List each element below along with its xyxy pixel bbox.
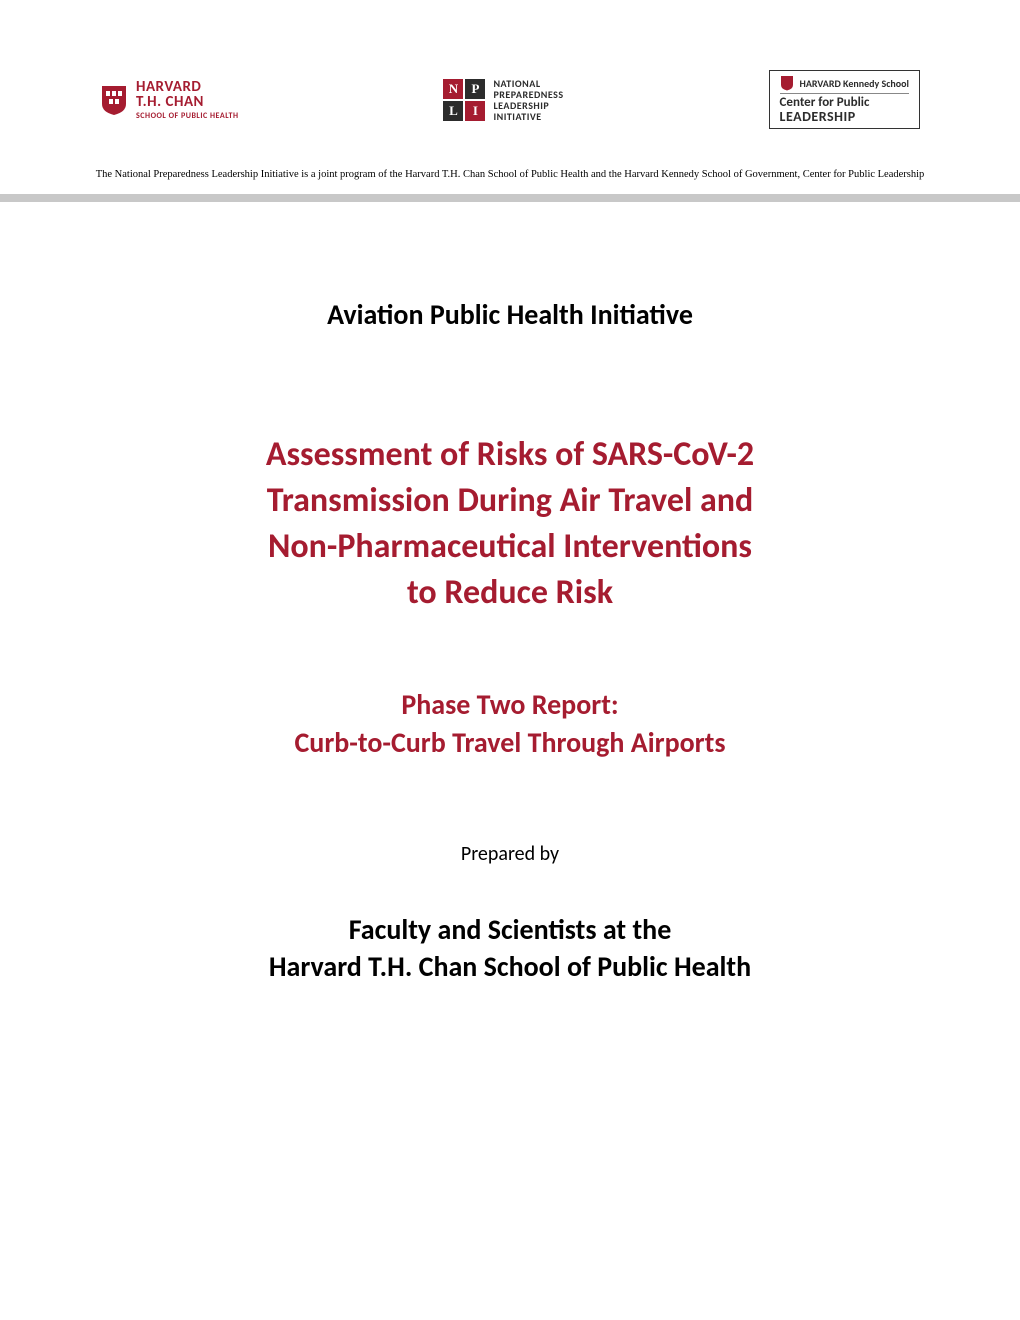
npli-grid-icon: N P L I xyxy=(443,79,485,121)
subtitle-line2: Curb-to-Curb Travel Through Airports xyxy=(100,724,920,762)
npli-n: N xyxy=(443,79,463,99)
npli-i: I xyxy=(465,101,485,121)
npli-text: NATIONAL PREPAREDNESS LEADERSHIP INITIAT… xyxy=(493,78,563,122)
subtitle-line1: Phase Two Report: xyxy=(100,686,920,724)
hks-line1: HARVARD Kennedy School xyxy=(800,77,909,90)
horizontal-divider xyxy=(0,194,1020,202)
main-title-line1: Assessment of Risks of SARS-CoV-2 xyxy=(100,432,920,478)
content-area: Aviation Public Health Initiative Assess… xyxy=(60,297,960,986)
disclaimer-text: The National Preparedness Leadership Ini… xyxy=(60,169,960,180)
npli-l: L xyxy=(443,101,463,121)
hks-shield-icon xyxy=(780,75,794,91)
main-title-line2: Transmission During Air Travel and xyxy=(100,478,920,524)
harvard-line2: T.H. CHAN xyxy=(136,95,239,110)
main-title-line4: to Reduce Risk xyxy=(100,570,920,616)
harvard-chan-logo: HARVARD T.H. CHAN SCHOOL OF PUBLIC HEALT… xyxy=(100,80,239,120)
logos-row: HARVARD T.H. CHAN SCHOOL OF PUBLIC HEALT… xyxy=(60,70,960,129)
npli-text-line4: INITIATIVE xyxy=(493,111,563,122)
hks-logo: HARVARD Kennedy School Center for Public… xyxy=(769,70,920,129)
harvard-line3: SCHOOL OF PUBLIC HEALTH xyxy=(136,112,239,120)
authors-line2: Harvard T.H. Chan School of Public Healt… xyxy=(100,948,920,986)
main-title: Assessment of Risks of SARS-CoV-2 Transm… xyxy=(100,432,920,616)
subtitle: Phase Two Report: Curb-to-Curb Travel Th… xyxy=(100,686,920,762)
main-title-line3: Non-Pharmaceutical Interventions xyxy=(100,524,920,570)
npli-p: P xyxy=(465,79,485,99)
document-page: HARVARD T.H. CHAN SCHOOL OF PUBLIC HEALT… xyxy=(0,0,1020,1320)
harvard-chan-text: HARVARD T.H. CHAN SCHOOL OF PUBLIC HEALT… xyxy=(136,80,239,120)
harvard-shield-icon xyxy=(100,84,128,116)
initiative-heading: Aviation Public Health Initiative xyxy=(100,297,920,332)
hks-top: HARVARD Kennedy School xyxy=(780,75,909,94)
npli-logo: N P L I NATIONAL PREPAREDNESS LEADERSHIP… xyxy=(443,78,563,122)
prepared-by-label: Prepared by xyxy=(100,842,920,866)
authors-line1: Faculty and Scientists at the xyxy=(100,911,920,949)
hks-line3: LEADERSHIP xyxy=(780,109,909,124)
authors: Faculty and Scientists at the Harvard T.… xyxy=(100,911,920,987)
